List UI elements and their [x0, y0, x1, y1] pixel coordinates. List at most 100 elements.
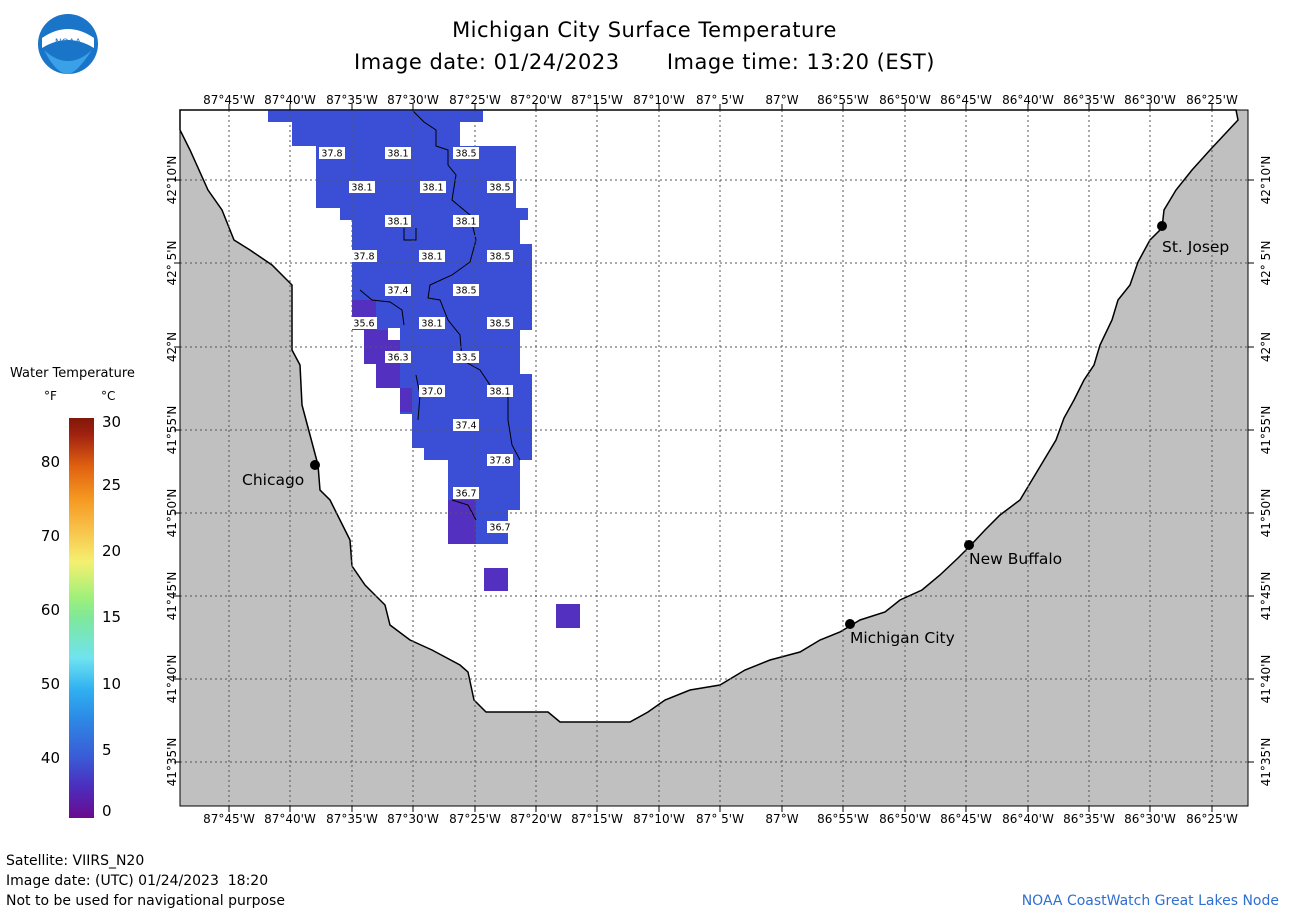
sst-value-label: 38.1 — [351, 183, 372, 194]
sst-label-bg — [420, 181, 446, 193]
city-label-michigan-city: Michigan City — [850, 629, 955, 647]
satellite-name: Satellite: VIIRS_N20 — [6, 853, 145, 869]
utc-date: Image date: (UTC) 01/24/2023 18:20 — [6, 873, 269, 889]
sst-label-bg — [487, 521, 513, 533]
map-border — [179, 109, 1249, 807]
sst-label-bg — [419, 317, 445, 329]
lon-label: 87°30'W — [387, 93, 439, 107]
legend-f-tick: 50 — [40, 675, 60, 693]
legend-c-tick: 5 — [102, 741, 112, 759]
lon-label: 87°15'W — [571, 93, 623, 107]
lon-label: 87°30'W — [387, 812, 439, 826]
city-dot-chicago — [310, 460, 320, 470]
sst-label-bg — [487, 317, 513, 329]
sst-pixel-isolated-2 — [556, 604, 580, 628]
city-label-chicago: Chicago — [242, 471, 304, 489]
sst-value-label: 36.7 — [455, 489, 476, 500]
city-dot-st-joseph — [1157, 221, 1167, 231]
lon-label: 87° 5'W — [696, 93, 744, 107]
lon-label: 87°45'W — [203, 93, 255, 107]
sst-value-label: 38.5 — [455, 149, 476, 160]
sst-value-label: 38.5 — [489, 183, 510, 194]
legend-c-tick: 15 — [102, 608, 122, 626]
lon-label: 86°35'W — [1063, 812, 1115, 826]
lon-label: 87°40'W — [264, 812, 316, 826]
sst-value-label: 38.1 — [421, 319, 442, 330]
lon-label: 87°45'W — [203, 812, 255, 826]
lat-label: 42° 5'N — [165, 241, 179, 286]
lon-label: 86°35'W — [1063, 93, 1115, 107]
lat-label: 41°45'N — [165, 572, 179, 621]
lon-label: 87°35'W — [326, 812, 378, 826]
lon-label: 87°20'W — [510, 93, 562, 107]
disclaimer: Not to be used for navigational purpose — [6, 893, 285, 909]
sst-label-bg — [487, 454, 513, 466]
lat-label: 41°50'N — [1259, 489, 1273, 538]
lat-label: 42° 5'N — [1259, 241, 1273, 286]
lat-label: 41°35'N — [1259, 738, 1273, 787]
missing-pixel — [388, 328, 400, 340]
lon-label: 87°10'W — [633, 812, 685, 826]
sst-value-label: 38.1 — [387, 217, 408, 228]
sst-label-bg — [385, 284, 411, 296]
sst-label-bg — [349, 181, 375, 193]
lon-label: 87°20'W — [510, 812, 562, 826]
sst-label-bg — [487, 385, 513, 397]
legend-c-tick: 0 — [102, 802, 112, 820]
sst-pixel-isolated-1 — [484, 568, 508, 591]
lon-label: 87°35'W — [326, 93, 378, 107]
lat-label: 41°45'N — [1259, 572, 1273, 621]
sst-value-label: 37.0 — [421, 387, 442, 398]
lon-label: 86°45'W — [940, 93, 992, 107]
lon-label: 86°25'W — [1186, 93, 1238, 107]
credit: NOAA CoastWatch Great Lakes Node — [1021, 893, 1279, 909]
sst-value-label: 38.1 — [489, 387, 510, 398]
lon-label: 87°15'W — [571, 812, 623, 826]
lat-labels-left: 42°10'N 42° 5'N 42°N 41°55'N 41°50'N 41°45'N 4… — [165, 156, 179, 787]
sst-label-bg — [351, 250, 377, 262]
sst-value-label: 38.1 — [455, 217, 476, 228]
legend-unit-f: °F — [44, 389, 57, 403]
city-markers: Chicago St. Josep New Buffalo Michigan C… — [242, 221, 1229, 647]
sst-label-bg — [419, 250, 445, 262]
lat-labels-right: 42°10'N 42° 5'N 42°N 41°55'N 41°50'N 41°45'N 4… — [1259, 156, 1273, 787]
axis-ticks — [174, 104, 1254, 812]
sst-value-label: 36.7 — [489, 523, 510, 534]
sst-value-label: 35.6 — [353, 319, 374, 330]
lon-label: 86°30'W — [1124, 93, 1176, 107]
sst-value-label: 36.3 — [387, 353, 408, 364]
noaa-logo-icon: NOAA — [38, 14, 98, 74]
lat-label: 41°55'N — [165, 406, 179, 455]
sst-value-label: 38.1 — [422, 183, 443, 194]
city-label-st-joseph: St. Josep — [1162, 238, 1229, 256]
lon-label: 86°40'W — [1002, 93, 1054, 107]
sst-value-label: 37.8 — [489, 456, 510, 467]
lon-label: 87° 5'W — [696, 812, 744, 826]
sst-value-label: 38.5 — [489, 319, 510, 330]
lon-label: 87°W — [765, 812, 798, 826]
lon-label: 87°W — [765, 93, 798, 107]
lon-label: 87°25'W — [449, 812, 501, 826]
city-dot-michigan-city — [845, 619, 855, 629]
city-label-new-buffalo: New Buffalo — [969, 550, 1062, 568]
sst-label-bg — [453, 215, 479, 227]
lat-label: 42°10'N — [165, 156, 179, 205]
lat-label: 42°N — [1259, 332, 1273, 362]
sst-label-bg — [319, 147, 345, 159]
sst-label-bg — [487, 181, 513, 193]
lon-label: 86°30'W — [1124, 812, 1176, 826]
color-scale-bar — [69, 418, 94, 818]
sst-label-bg — [385, 147, 411, 159]
legend-title: Water Temperature — [10, 366, 135, 381]
lat-label: 41°40'N — [165, 655, 179, 704]
lat-label: 41°55'N — [1259, 406, 1273, 455]
legend-f-tick: 70 — [40, 527, 60, 545]
sst-value-label: 37.4 — [455, 421, 476, 432]
sst-label-bg — [453, 351, 479, 363]
sst-value-label: 33.5 — [455, 353, 476, 364]
sst-value-label: 38.1 — [421, 252, 442, 263]
sst-label-bg — [453, 487, 479, 499]
sst-value-label: 38.5 — [489, 252, 510, 263]
lon-label: 86°45'W — [940, 812, 992, 826]
